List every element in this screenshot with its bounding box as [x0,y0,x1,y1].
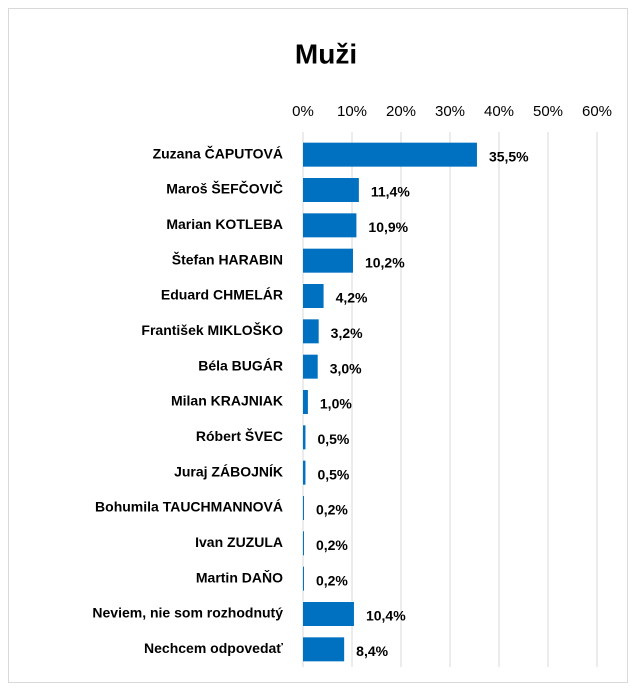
bar [303,496,304,520]
y-tick-label: Juraj ZÁBOJNÍK [174,463,283,479]
x-tick-label: 40% [484,103,514,120]
y-tick-label: Béla BUGÁR [198,357,283,373]
bar [303,213,357,238]
value-label: 8,4% [356,643,388,659]
y-tick-label: Róbert ŠVEC [196,427,283,444]
value-label: 10,2% [365,254,405,270]
x-tick-label: 10% [337,103,367,120]
y-tick-label: Marian KOTLEBA [166,216,283,232]
value-label: 0,5% [317,431,349,447]
value-label: 0,2% [316,572,348,588]
x-tick-label: 20% [386,103,416,120]
bar [303,531,304,556]
value-label: 0,5% [317,466,349,482]
bar [303,248,353,273]
y-tick-label: Milan KRAJNIAK [171,393,283,409]
bar [303,460,306,485]
x-tick-label: 50% [533,103,563,120]
bar [303,178,359,202]
value-label: 0,2% [316,502,348,518]
y-tick-label: Ivan ZUZULA [195,534,283,550]
bar [303,602,354,626]
value-label: 35,5% [489,148,529,164]
y-tick-label: Bohumila TAUCHMANNOVÁ [95,499,283,515]
value-label: 0,2% [316,537,348,553]
value-label: 10,9% [368,219,408,235]
value-label: 4,2% [336,290,368,306]
value-label: 1,0% [320,396,352,412]
value-label: 3,0% [330,360,362,376]
y-tick-label: Nechcem odpovedať [144,640,283,656]
y-tick-label: Neviem, nie som rozhodnutý [92,605,283,621]
bar [303,390,308,414]
y-tick-label: Eduard CHMELÁR [161,287,283,303]
bar [303,354,318,379]
y-tick-label: Maroš ŠEFČOVIČ [166,180,283,197]
value-label: 10,4% [366,608,406,624]
value-label: 11,4% [371,184,410,200]
x-tick-label: 0% [292,103,314,120]
x-tick-label: 60% [582,103,612,120]
bar [303,142,477,167]
bar [303,637,345,662]
x-tick-label: 30% [435,103,465,120]
chart-border [8,8,628,683]
chart-title: Muži [295,38,357,69]
y-tick-label: František MIKLOŠKO [141,321,283,338]
bar [303,284,324,308]
bar [303,425,306,450]
y-tick-label: Štefan HARABIN [172,250,283,267]
bar [303,566,304,591]
value-label: 3,2% [331,325,363,341]
bar [303,319,319,344]
y-tick-label: Martin DAŇO [196,568,283,585]
y-tick-label: Zuzana ČAPUTOVÁ [153,144,283,161]
